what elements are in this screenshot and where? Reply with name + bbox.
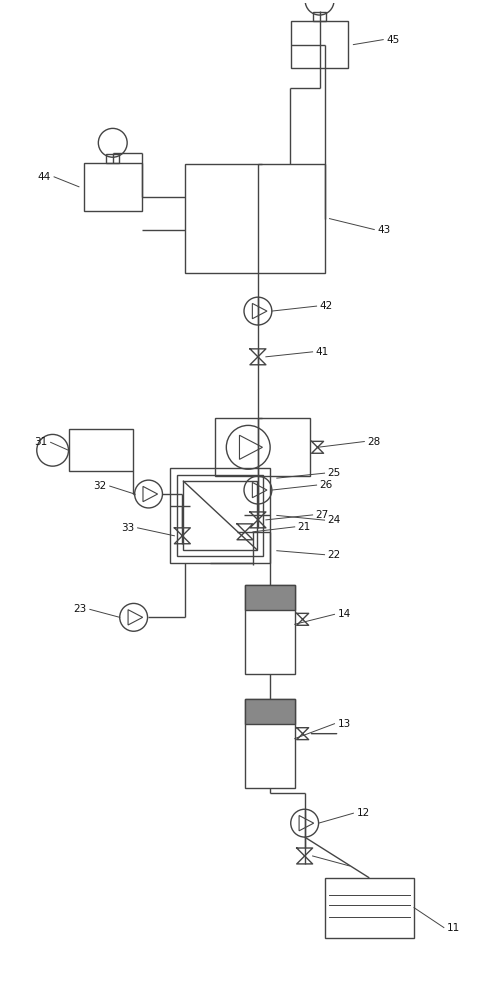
Bar (177, 475, 263, 556)
Text: 42: 42 (319, 301, 332, 311)
Bar (215, 418, 309, 476)
Text: 25: 25 (327, 468, 340, 478)
Bar (106, 154, 119, 163)
Bar (244, 699, 294, 788)
Bar (84, 163, 142, 211)
Text: 23: 23 (74, 604, 87, 614)
Text: 13: 13 (337, 719, 350, 729)
Bar (244, 585, 294, 610)
Text: 26: 26 (319, 480, 332, 490)
Text: 21: 21 (297, 522, 310, 532)
Text: 33: 33 (121, 523, 134, 533)
Bar (170, 468, 269, 563)
Text: 14: 14 (337, 609, 350, 619)
Bar (185, 164, 324, 273)
Text: 41: 41 (315, 347, 328, 357)
Bar (244, 699, 294, 724)
Text: 31: 31 (34, 437, 47, 447)
Bar (183, 481, 256, 550)
Bar (290, 21, 347, 68)
Text: 22: 22 (327, 550, 340, 560)
Text: 28: 28 (366, 437, 380, 447)
Text: 27: 27 (315, 510, 328, 520)
Text: 43: 43 (376, 225, 390, 235)
Text: 44: 44 (38, 172, 51, 182)
Bar (324, 878, 413, 938)
Bar (244, 585, 294, 674)
Text: 45: 45 (386, 35, 399, 45)
Text: 32: 32 (93, 481, 106, 491)
Bar (313, 12, 325, 21)
Text: 12: 12 (356, 808, 369, 818)
Bar (68, 429, 133, 471)
Text: 11: 11 (446, 923, 459, 933)
Text: 24: 24 (327, 515, 340, 525)
